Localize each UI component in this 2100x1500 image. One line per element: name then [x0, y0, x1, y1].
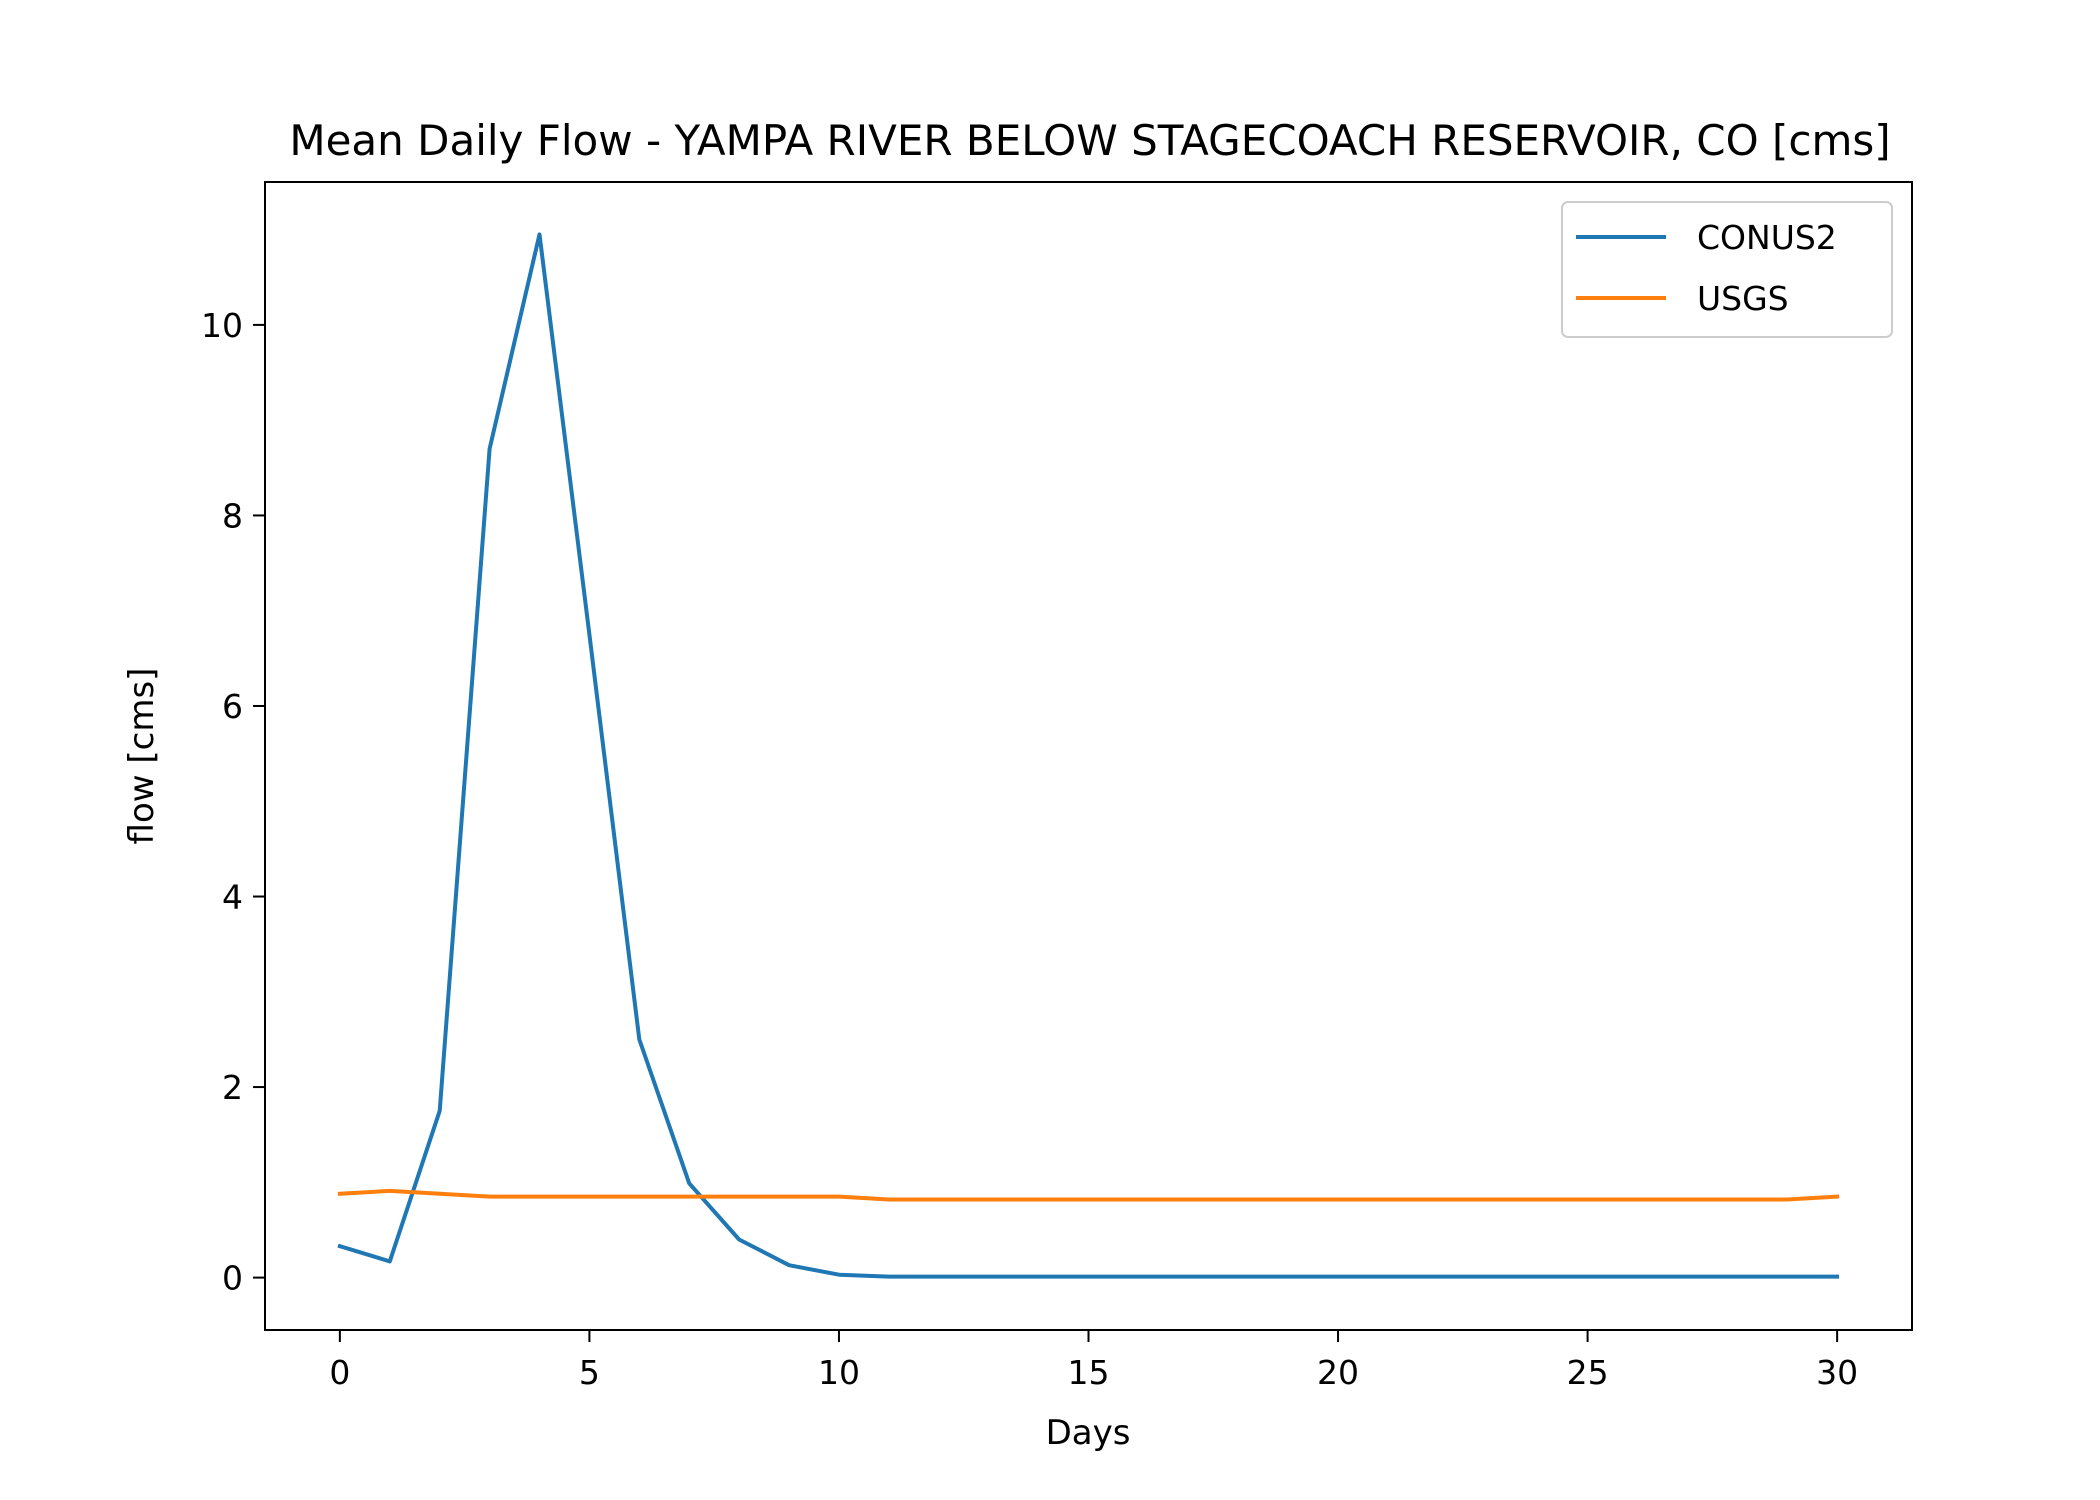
series-line-usgs [337, 1188, 1840, 1202]
chart-title: Mean Daily Flow - YAMPA RIVER BELOW STAG… [289, 116, 1890, 165]
x-tick-label: 10 [818, 1353, 860, 1392]
x-tick-label: 30 [1816, 1353, 1858, 1392]
series-layer [337, 232, 1840, 1279]
y-tick-label: 10 [201, 306, 243, 345]
y-tick-label: 6 [222, 687, 243, 726]
x-tick-label: 15 [1068, 1353, 1110, 1392]
y-axis-label: flow [cms] [122, 668, 162, 845]
series-line-conus2 [337, 232, 1840, 1279]
y-tick-label: 2 [222, 1068, 243, 1107]
x-tick-label: 5 [579, 1353, 600, 1392]
legend: CONUS2 USGS [1561, 201, 1893, 338]
y-tick-label: 8 [222, 496, 243, 535]
legend-label-usgs: USGS [1697, 279, 1789, 318]
x-axis-label: Days [1046, 1413, 1131, 1453]
x-tick-label: 25 [1567, 1353, 1609, 1392]
y-tick-label: 0 [222, 1259, 243, 1298]
y-tick-label: 4 [222, 878, 243, 917]
legend-label-conus2: CONUS2 [1697, 218, 1837, 257]
x-tick-label: 20 [1317, 1353, 1359, 1392]
y-axis: 0 2 4 6 8 10 [201, 306, 265, 1298]
x-axis: 0 5 10 15 20 25 30 [329, 1330, 1858, 1392]
x-tick-label: 0 [329, 1353, 350, 1392]
